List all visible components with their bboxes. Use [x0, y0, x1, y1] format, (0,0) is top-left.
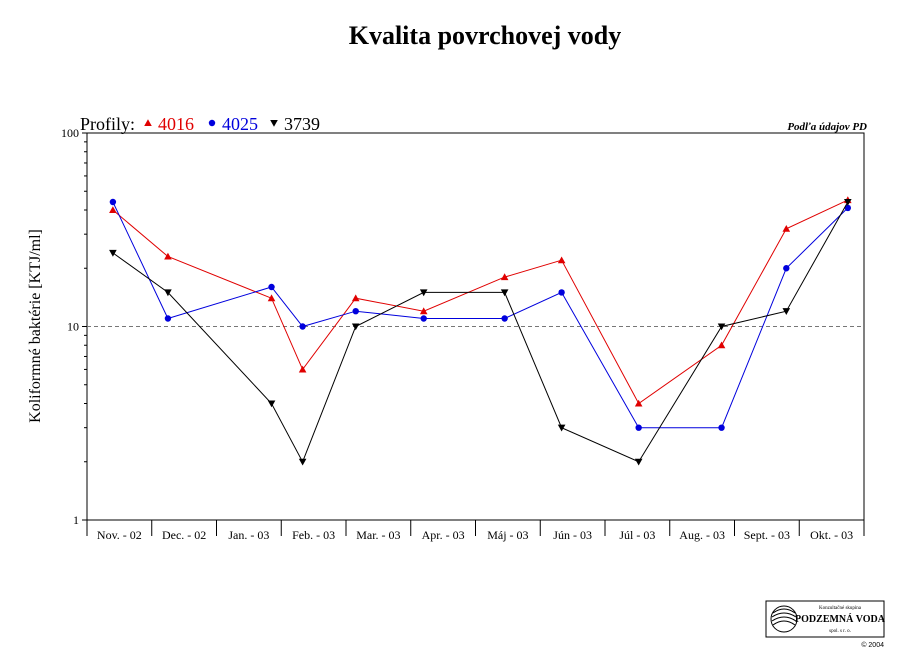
- data-point: [351, 294, 360, 302]
- company-logo: Konzultačné skupina PODZEMNÁ VODA spol. …: [765, 600, 886, 649]
- series-layer: [109, 196, 852, 466]
- data-point: [164, 289, 172, 297]
- data-point: [782, 224, 791, 232]
- y-tick-label: 1: [73, 513, 79, 527]
- x-tick-label: Aug. - 03: [679, 528, 725, 542]
- series-line: [112, 199, 849, 405]
- y-tick-label: 10: [67, 320, 79, 334]
- logo-frame: [765, 600, 885, 638]
- data-point: [557, 256, 566, 264]
- data-point: [500, 289, 509, 297]
- data-point: [717, 341, 726, 349]
- x-tick-label: Dec. - 02: [162, 528, 206, 542]
- x-tick-label: Mar. - 03: [356, 528, 400, 542]
- data-point: [419, 289, 428, 297]
- x-tick-label: Nov. - 02: [97, 528, 142, 542]
- data-point: [267, 400, 276, 408]
- source-note: Podľa údajov PD: [787, 121, 867, 133]
- y-axis-label: Koliformné baktérie [KTJ/ml]: [27, 229, 44, 423]
- data-point: [782, 308, 791, 315]
- copyright-text: © 2004: [861, 641, 884, 649]
- x-tick-label: Okt. - 03: [810, 528, 853, 542]
- data-point: [164, 315, 172, 322]
- legend-marker: [208, 119, 216, 127]
- data-point: [634, 399, 643, 407]
- data-point: [718, 424, 725, 431]
- series-4016: [109, 196, 852, 407]
- y-tick-label: 100: [61, 126, 79, 140]
- legend-marker: [144, 119, 152, 127]
- y-axis: 1 10 100: [61, 126, 87, 527]
- x-tick-label: Sept. - 03: [744, 528, 790, 542]
- legend-entry: 4016: [158, 114, 194, 134]
- data-point: [501, 315, 508, 322]
- data-point: [717, 323, 726, 331]
- legend: Profily: 4016 4025 3739: [80, 114, 320, 134]
- x-axis: Nov. - 02 Dec. - 02 Jan. - 03 Feb. - 03 Mar.…: [86, 520, 865, 542]
- data-point: [109, 249, 117, 257]
- legend-entry: 4025: [222, 114, 258, 134]
- series-4025: [109, 198, 852, 431]
- logo-line-2: PODZEMNÁ VODA: [795, 613, 886, 625]
- data-point: [164, 252, 172, 260]
- data-point: [783, 265, 790, 272]
- data-point: [844, 198, 852, 206]
- data-point: [298, 365, 307, 373]
- data-point: [500, 273, 509, 281]
- x-tick-label: Máj - 03: [487, 528, 528, 542]
- data-point: [557, 424, 566, 432]
- legend-title: Profily:: [80, 114, 135, 134]
- x-tick-label: Jan. - 03: [228, 528, 269, 542]
- x-tick-label: Jún - 03: [553, 528, 592, 542]
- data-point: [352, 307, 359, 315]
- data-point: [635, 424, 642, 431]
- x-tick-label: Apr. - 03: [422, 528, 465, 542]
- data-point: [109, 198, 117, 206]
- series-line: [112, 201, 849, 429]
- legend-items: 4016 4025 3739: [144, 114, 320, 134]
- data-point: [351, 323, 360, 331]
- chart-title: Kvalita povrchovej vody: [349, 21, 622, 50]
- data-point: [267, 294, 276, 302]
- data-point: [420, 315, 427, 322]
- legend-entry: 3739: [284, 114, 320, 134]
- data-point: [299, 323, 306, 330]
- data-point: [419, 307, 428, 315]
- x-tick-label: Júl - 03: [619, 528, 655, 542]
- x-tick-label: Feb. - 03: [292, 528, 335, 542]
- legend-marker: [270, 119, 278, 127]
- data-point: [844, 204, 852, 212]
- data-point: [558, 289, 565, 296]
- logo-line-3: spol. s r. o.: [829, 629, 851, 634]
- logo-line-1: Konzultačné skupina: [819, 606, 862, 611]
- data-point: [109, 206, 117, 214]
- logo-emblem-icon: [770, 605, 798, 633]
- data-point: [298, 458, 307, 466]
- series-3739: [109, 198, 852, 466]
- series-line: [112, 201, 849, 463]
- data-point: [634, 458, 643, 466]
- data-point: [268, 283, 275, 291]
